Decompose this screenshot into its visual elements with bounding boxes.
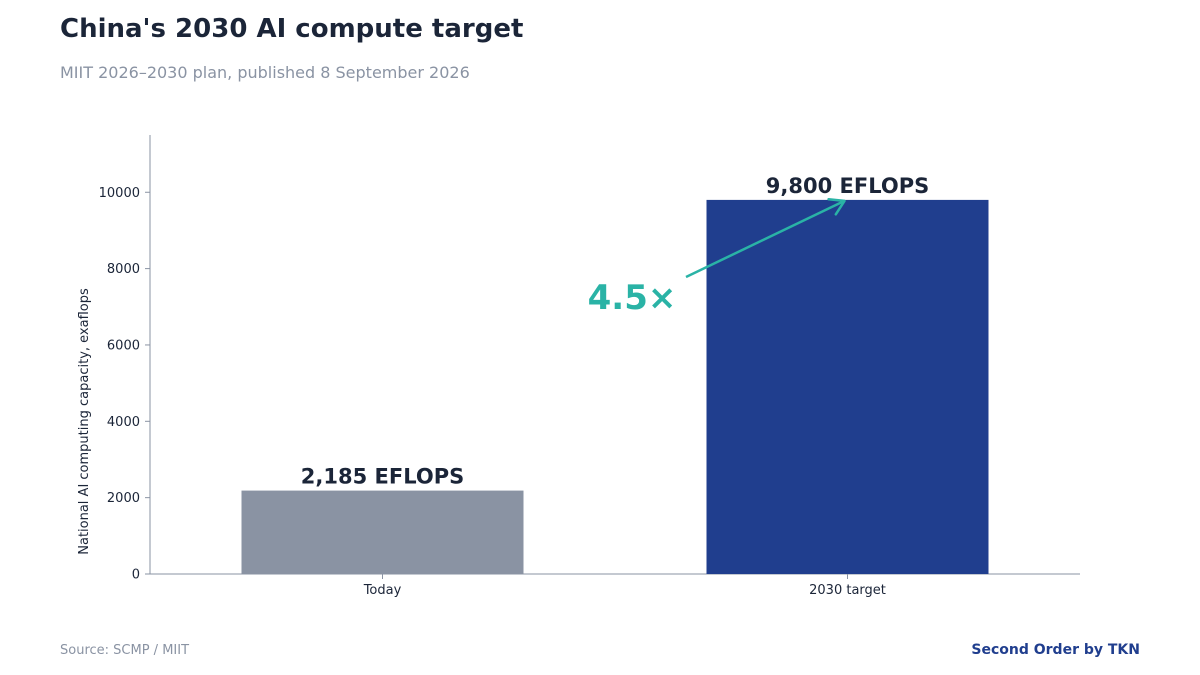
y-tick-label: 8000 <box>107 262 140 277</box>
growth-arrow-line <box>685 199 846 279</box>
y-tick-label: 2000 <box>107 491 140 506</box>
bars <box>241 199 989 575</box>
y-tick-label: 4000 <box>107 415 140 430</box>
y-tick-label: 0 <box>132 568 140 583</box>
chart-subtitle: MIIT 2026–2030 plan, published 8 Septemb… <box>60 63 470 82</box>
x-axis: Today 2030 target <box>150 573 1080 598</box>
y-axis: 0 2000 4000 6000 8000 10000 National AI comput… <box>77 135 151 583</box>
y-tick-label: 6000 <box>107 338 140 353</box>
source-note: Source: SCMP / MIIT <box>60 643 190 658</box>
chart-title: China's 2030 AI compute target <box>60 14 524 44</box>
bar-today <box>241 490 524 574</box>
x-tick-label: Today <box>363 583 402 598</box>
bar-2030-target <box>706 199 989 575</box>
bar-value-label: 2,185 EFLOPS <box>301 465 464 489</box>
y-axis-title: National AI computing capacity, exaflops <box>77 288 92 555</box>
y-tick-label: 10000 <box>99 186 140 201</box>
growth-multiplier-label: 4.5× <box>588 278 677 318</box>
x-tick-label: 2030 target <box>809 583 886 598</box>
growth-annotation: 4.5× <box>588 198 846 318</box>
bar-value-label: 9,800 EFLOPS <box>766 174 929 198</box>
growth-arrow-head <box>827 198 846 216</box>
brand-credit: Second Order by TKN <box>971 642 1140 658</box>
data-labels: 2,185 EFLOPS 9,800 EFLOPS <box>301 174 929 489</box>
